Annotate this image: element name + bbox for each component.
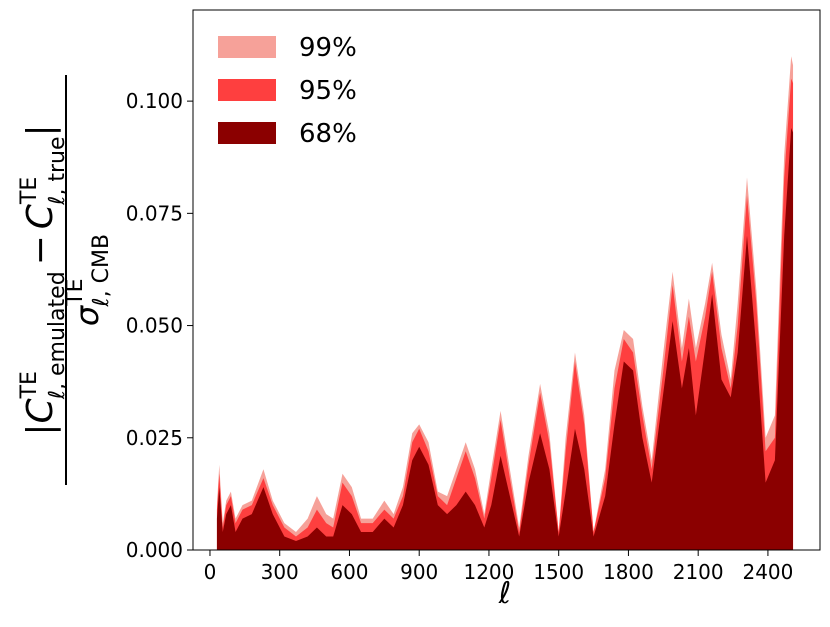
x-tick-label: 0 bbox=[204, 560, 217, 584]
area bbox=[216, 128, 794, 550]
legend-label: 68% bbox=[299, 119, 357, 149]
y-tick-label: 0.050 bbox=[126, 314, 183, 338]
x-tick-label: 1500 bbox=[533, 560, 584, 584]
legend-label: 99% bbox=[299, 33, 357, 63]
y-axis-label: |CTE ℓ, emulated−CTE ℓ, true| σTEℓ, CMB bbox=[17, 75, 114, 485]
x-tick-label: 1200 bbox=[463, 560, 514, 584]
y-tick-label: 0.000 bbox=[126, 538, 183, 562]
plot-frame bbox=[192, 9, 821, 551]
superscript: TE bbox=[17, 177, 42, 205]
symbol: C bbox=[20, 203, 61, 229]
x-tick-label: 900 bbox=[400, 560, 438, 584]
x-tick-label: 1800 bbox=[603, 560, 654, 584]
legend-swatch bbox=[218, 79, 276, 101]
operator: − bbox=[20, 235, 61, 265]
legend-swatch bbox=[218, 36, 276, 58]
x-tick-label: 300 bbox=[261, 560, 299, 584]
legend-label: 95% bbox=[299, 76, 357, 106]
y-label-denominator: σTEℓ, CMB bbox=[63, 234, 114, 326]
superscript: TE bbox=[17, 371, 42, 399]
bar: | bbox=[20, 124, 61, 136]
y-tick-label: 0.100 bbox=[126, 89, 183, 113]
subscript: ℓ, CMB bbox=[89, 234, 114, 308]
y-tick-label: 0.075 bbox=[126, 201, 183, 225]
symbol: C bbox=[20, 398, 61, 424]
legend-swatch bbox=[218, 122, 276, 144]
x-tick-label: 2400 bbox=[742, 560, 793, 584]
x-tick-label: 2100 bbox=[673, 560, 724, 584]
x-axis-label: ℓ bbox=[498, 576, 511, 611]
superscript: TE bbox=[63, 278, 88, 306]
bar: | bbox=[20, 424, 61, 436]
y-label-numerator: |CTE ℓ, emulated−CTE ℓ, true| bbox=[17, 124, 70, 435]
x-tick-label: 600 bbox=[330, 560, 368, 584]
plot-area bbox=[216, 56, 794, 551]
y-tick-label: 0.025 bbox=[126, 426, 183, 450]
symbol: σ bbox=[68, 304, 106, 326]
